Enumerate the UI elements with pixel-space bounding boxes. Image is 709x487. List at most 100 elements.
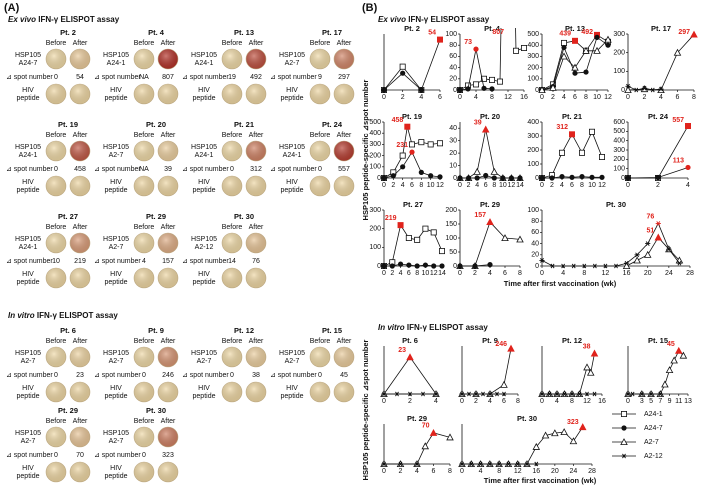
series-group [538, 31, 612, 94]
hiv-peptide-label: peptide [17, 95, 40, 102]
marker [532, 442, 541, 450]
hsp-label: HSP105 [103, 350, 129, 357]
peptide-label: A24-1 [107, 60, 126, 67]
spot-number: 219 [74, 258, 86, 265]
y-tick-label: 500 [369, 119, 381, 126]
hiv-peptide-label: peptide [281, 187, 304, 194]
marker [394, 391, 400, 397]
well-shade [334, 382, 354, 402]
marker [457, 175, 463, 181]
spot-number: 19 [228, 74, 236, 81]
marker [604, 35, 612, 43]
x-tick-label: 8 [415, 270, 419, 277]
well-shade [158, 382, 178, 402]
well-shade [70, 382, 90, 402]
x-tick-label: 2 [391, 182, 395, 189]
before-label: Before [310, 132, 331, 139]
marker [634, 252, 640, 258]
before-label: Before [222, 338, 243, 345]
well-shade [134, 84, 154, 104]
well-shade [246, 84, 266, 104]
marker [559, 174, 565, 180]
marker [488, 76, 495, 83]
before-label: Before [134, 224, 155, 231]
marker [594, 34, 600, 40]
well-shade [134, 49, 154, 69]
x-tick-label: 10 [499, 182, 507, 189]
marker [670, 356, 678, 364]
x-tick-label: 8 [692, 94, 696, 101]
marker [381, 391, 387, 397]
well-shade [158, 84, 178, 104]
x-tick-label: 12 [514, 468, 522, 475]
series-group [539, 128, 606, 181]
series-group [458, 344, 515, 397]
hsp-label: HSP105 [191, 236, 217, 243]
x-axis-title: Time after first vaccination (wk) [484, 476, 597, 485]
x-tick-label: 4 [561, 270, 565, 277]
series-line [541, 222, 680, 267]
marker [500, 175, 506, 181]
section-title-rest: IFN-γ ELISPOT assay [408, 15, 489, 24]
marker [560, 52, 568, 60]
section-title: In vitro IFN-γ ELISPOT assay [378, 323, 488, 332]
x-tick-label: 0 [626, 398, 630, 405]
series-group [458, 423, 587, 467]
marker [389, 263, 395, 269]
marker [404, 123, 411, 130]
data-label: 54 [428, 29, 436, 36]
series-line [628, 350, 684, 395]
hiv-label: HIV [22, 271, 34, 278]
well-shade [334, 347, 354, 367]
y-tick-label: 0 [621, 175, 625, 182]
marker [583, 69, 589, 75]
section-title-italic: In vitro [378, 323, 405, 332]
marker [549, 83, 557, 91]
marker [679, 351, 688, 359]
x-tick-label: 24 [570, 468, 578, 475]
series-group [456, 28, 528, 94]
well-shade [134, 141, 154, 161]
well-shade [222, 84, 242, 104]
before-label: Before [222, 40, 243, 47]
spot-number: 0 [54, 74, 58, 81]
data-label: 38 [583, 343, 591, 350]
data-label: 113 [673, 157, 684, 164]
y-tick-label: 300 [613, 147, 625, 154]
before-label: Before [222, 224, 243, 231]
peptide-label: A24-1 [195, 60, 214, 67]
y-tick-label: 30 [449, 138, 457, 145]
x-tick-label: 12 [604, 94, 612, 101]
x-tick-label: 0 [626, 94, 630, 101]
marker [549, 263, 556, 269]
x-tick-label: 8 [518, 270, 522, 277]
marker [468, 461, 474, 467]
marker [690, 30, 698, 38]
data-label: 557 [672, 117, 684, 124]
y-tick-label: 300 [369, 207, 381, 214]
spot-label: ⊿ spot number [182, 166, 229, 173]
marker [381, 263, 387, 269]
marker [571, 263, 577, 269]
peptide-label: A2-7 [109, 438, 124, 445]
spot-number: 557 [338, 166, 350, 173]
x-tick-label: 2 [474, 398, 478, 405]
well-shade [246, 49, 266, 69]
well-shade [222, 268, 242, 288]
y-tick-label: 300 [613, 31, 625, 38]
x-tick-label: 8 [570, 398, 574, 405]
marker [521, 45, 528, 52]
spot-number: 45 [340, 372, 348, 379]
x-tick-label: 0 [540, 270, 544, 277]
y-tick-label: 20 [449, 150, 457, 157]
marker [613, 263, 619, 269]
marker [481, 125, 490, 133]
marker [433, 391, 439, 397]
